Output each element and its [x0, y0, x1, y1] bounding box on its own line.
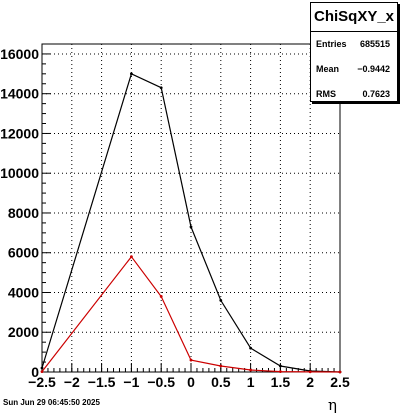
x-tick-label: 0.5 — [211, 374, 231, 390]
x-tick-label: −2 — [64, 374, 80, 390]
x-tick-label: 2.5 — [330, 374, 350, 390]
x-tick-label: 2 — [306, 374, 314, 390]
stats-key: Entries — [316, 39, 347, 49]
data-point — [308, 370, 312, 374]
x-tick-label: −0.5 — [147, 374, 175, 390]
x-tick-label: −1.5 — [88, 374, 116, 390]
y-tick-label: 16000 — [0, 46, 39, 62]
stats-box: ChiSqXY_x Entries 685515 Mean −0.9442 RM… — [310, 2, 398, 102]
stats-key: RMS — [316, 89, 336, 99]
data-point — [249, 368, 253, 372]
x-tick-label: −2.5 — [28, 374, 56, 390]
x-tick-labels: −2.5 −2 −1.5 −1 −0.5 0 0.5 1 1.5 2 2.5 — [28, 374, 350, 390]
stats-row-rms: RMS 0.7623 — [316, 86, 392, 102]
series-line-1 — [41, 72, 341, 373]
y-tick-label: 2000 — [8, 324, 39, 340]
data-point — [189, 358, 193, 362]
axis-ticks — [41, 53, 341, 373]
stats-row-entries: Entries 685515 — [316, 36, 392, 52]
x-tick-label: 1.5 — [271, 374, 291, 390]
stats-key: Mean — [316, 64, 340, 74]
y-tick-label: 14000 — [0, 86, 39, 102]
y-tick-label: 4000 — [8, 284, 39, 300]
timestamp: Sun Jun 29 06:45:50 2025 — [3, 398, 100, 407]
x-tick-label: −1 — [123, 374, 139, 390]
data-point — [189, 225, 193, 229]
y-tick-label: 6000 — [8, 245, 39, 261]
data-point — [219, 299, 223, 302]
stats-row-mean: Mean −0.9442 — [316, 61, 392, 77]
series-line-2 — [41, 255, 341, 373]
stats-value: 685515 — [359, 39, 390, 49]
y-tick-label: 8000 — [8, 205, 39, 221]
y-tick-labels: 0 2000 4000 6000 8000 10000 12000 14000 16000 — [0, 46, 39, 380]
data-point — [40, 366, 44, 370]
x-tick-label: 1 — [247, 374, 255, 390]
data-point — [338, 370, 342, 374]
grid — [42, 44, 340, 372]
data-point — [279, 370, 282, 374]
data-point — [130, 72, 133, 76]
y-tick-label: 0 — [31, 364, 39, 380]
data-point — [159, 86, 163, 90]
stats-value: −0.9442 — [357, 64, 390, 74]
stats-title: ChiSqXY_x — [311, 3, 397, 32]
data-point — [130, 255, 133, 259]
y-tick-label: 12000 — [0, 125, 39, 141]
y-tick-label: 10000 — [0, 165, 39, 181]
series-layer — [40, 72, 342, 374]
stats-value: 0.7623 — [362, 89, 390, 99]
data-point — [249, 346, 253, 350]
x-axis-title: η — [328, 396, 337, 414]
x-tick-label: 0 — [187, 374, 195, 390]
data-point — [40, 370, 44, 374]
data-point — [159, 295, 163, 298]
data-point — [219, 364, 223, 368]
data-point — [279, 364, 282, 368]
